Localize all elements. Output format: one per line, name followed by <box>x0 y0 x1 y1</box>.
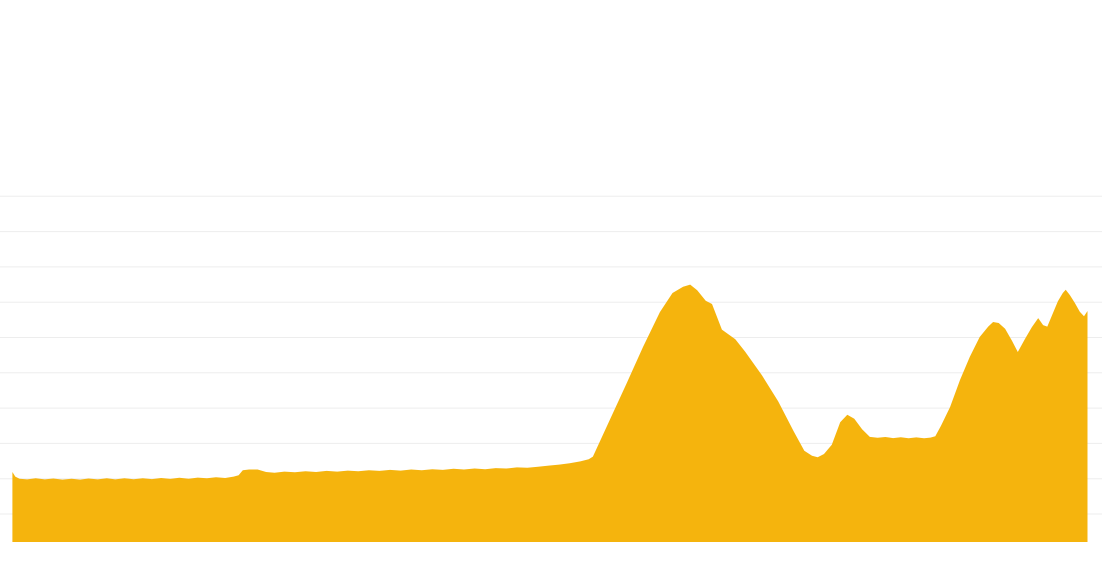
elevation-profile-area <box>12 284 1088 542</box>
